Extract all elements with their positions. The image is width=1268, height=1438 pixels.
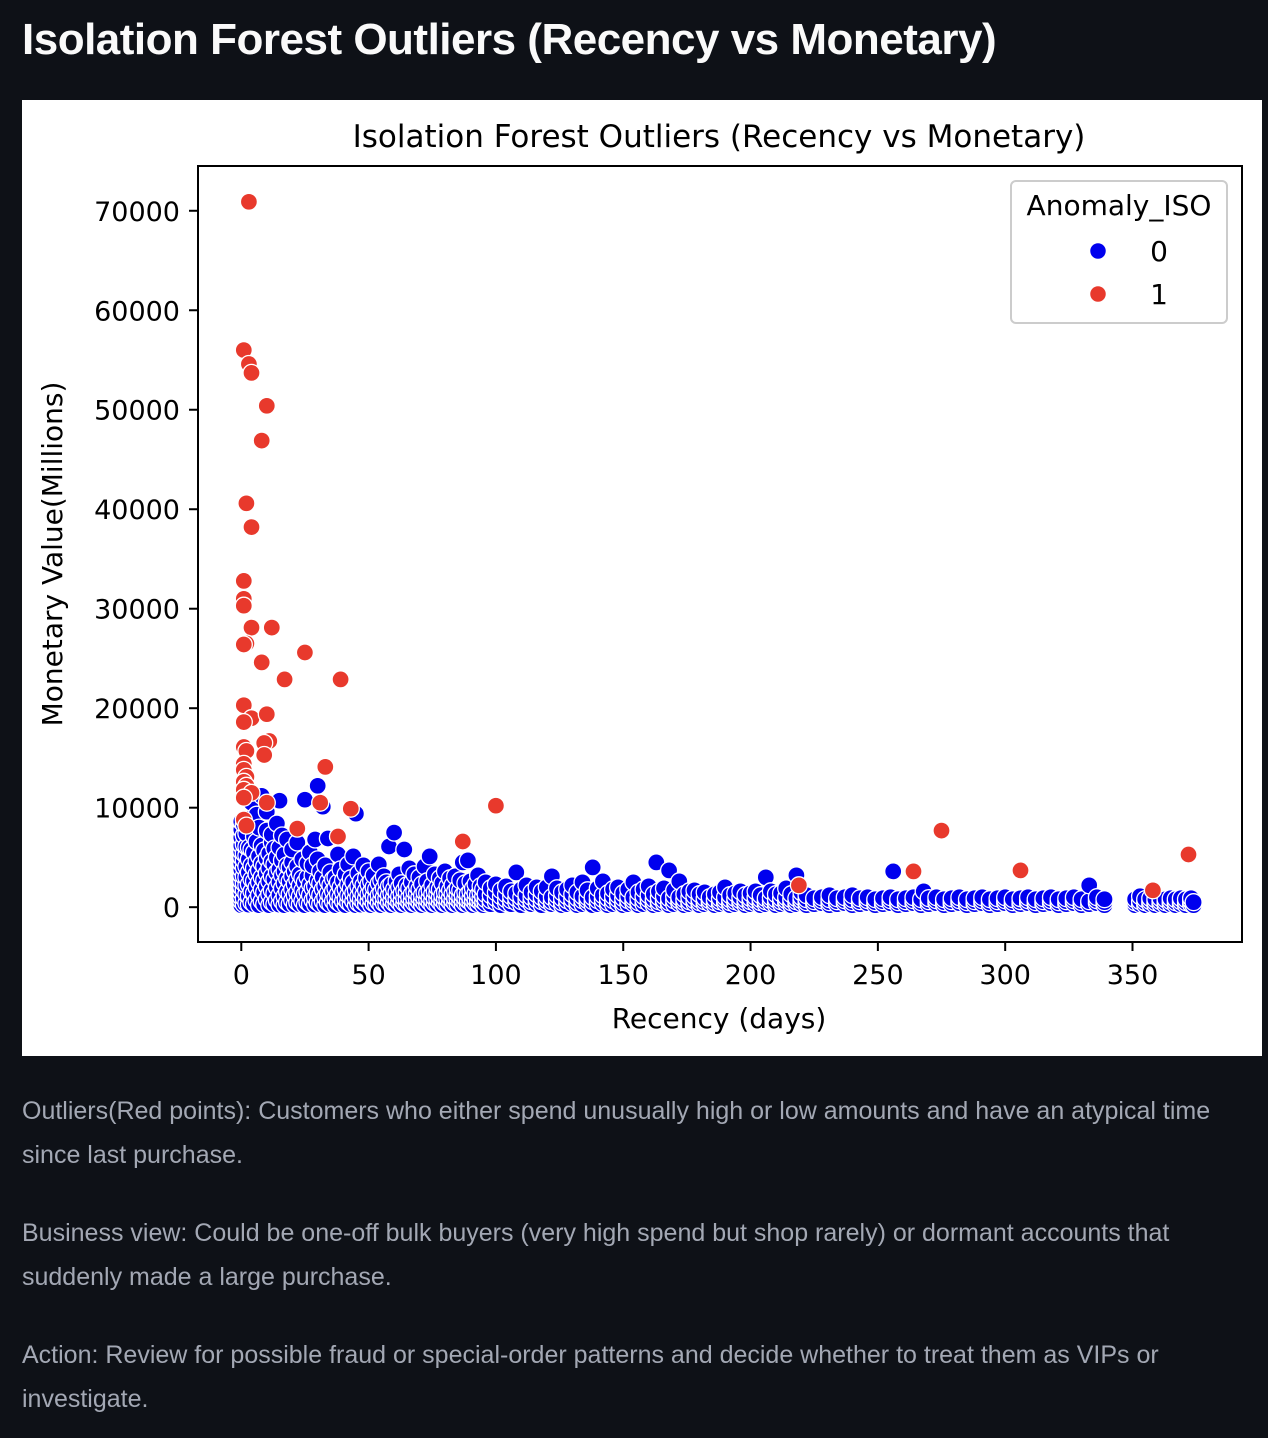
data-point-normal bbox=[1095, 890, 1114, 909]
data-point-anomaly bbox=[234, 571, 253, 591]
data-point-anomaly bbox=[234, 712, 253, 732]
x-tick-label: 50 bbox=[351, 960, 385, 991]
legend-marker-anomaly bbox=[1088, 284, 1108, 304]
y-tick-label: 20000 bbox=[94, 694, 180, 725]
data-point-anomaly bbox=[257, 396, 276, 415]
x-tick-label: 100 bbox=[470, 960, 522, 991]
data-point-normal bbox=[308, 776, 327, 795]
series-anomaly bbox=[234, 192, 1198, 900]
data-point-anomaly bbox=[1143, 881, 1163, 900]
x-tick-label: 150 bbox=[597, 960, 649, 991]
y-tick-label: 70000 bbox=[94, 197, 180, 228]
legend-label-anomaly: 1 bbox=[1150, 278, 1168, 311]
data-point-anomaly bbox=[288, 819, 307, 838]
legend-marker-normal bbox=[1088, 241, 1108, 261]
legend-label-normal: 0 bbox=[1150, 235, 1168, 268]
data-point-normal bbox=[295, 790, 315, 809]
data-point-anomaly bbox=[295, 643, 315, 662]
legend-box bbox=[1010, 180, 1228, 324]
data-point-anomaly bbox=[234, 596, 253, 615]
y-tick-label: 40000 bbox=[94, 495, 180, 526]
y-axis-label: Monetary Value(Millions) bbox=[36, 382, 69, 727]
data-point-anomaly bbox=[789, 876, 809, 895]
data-point-anomaly bbox=[1011, 861, 1030, 880]
data-point-anomaly bbox=[242, 517, 261, 537]
y-tick-label: 50000 bbox=[94, 396, 180, 427]
series-normal bbox=[232, 776, 1203, 915]
data-point-anomaly bbox=[234, 788, 253, 807]
data-point-normal bbox=[420, 847, 439, 866]
data-point-anomaly bbox=[331, 670, 350, 689]
data-point-anomaly bbox=[311, 793, 330, 812]
x-tick-label: 200 bbox=[725, 960, 777, 991]
x-tick-label: 250 bbox=[852, 960, 904, 991]
legend: Anomaly_ISO 0 1 bbox=[1010, 180, 1228, 324]
chart-figure: Isolation Forest Outliers (Recency vs Mo… bbox=[22, 100, 1262, 1056]
data-point-anomaly bbox=[328, 827, 348, 846]
data-point-normal bbox=[507, 863, 526, 882]
data-point-normal bbox=[395, 840, 414, 859]
data-point-anomaly bbox=[234, 635, 253, 654]
data-point-anomaly bbox=[904, 862, 923, 881]
data-point-normal bbox=[583, 858, 602, 877]
data-point-anomaly bbox=[237, 816, 256, 835]
y-tick-label: 30000 bbox=[94, 595, 180, 626]
x-tick-label: 0 bbox=[233, 960, 250, 991]
caption-action: Action: Review for possible fraud or spe… bbox=[22, 1341, 1159, 1413]
data-point-anomaly bbox=[257, 793, 276, 812]
data-point-anomaly bbox=[239, 192, 259, 211]
page-title: Isolation Forest Outliers (Recency vs Mo… bbox=[22, 15, 997, 64]
legend-title: Anomaly_ISO bbox=[1027, 189, 1212, 222]
caption-business-view: Business view: Could be one-off bulk buy… bbox=[22, 1219, 1170, 1291]
data-point-anomaly bbox=[242, 618, 261, 637]
data-point-normal bbox=[458, 851, 478, 870]
data-point-anomaly bbox=[275, 670, 294, 689]
y-tick-label: 60000 bbox=[94, 296, 180, 327]
scatter-chart: Isolation Forest Outliers (Recency vs Mo… bbox=[36, 119, 1243, 1035]
data-point-anomaly bbox=[255, 745, 274, 765]
x-tick-label: 350 bbox=[1107, 960, 1159, 991]
data-point-normal bbox=[884, 862, 903, 881]
data-point-anomaly bbox=[237, 494, 256, 513]
data-point-anomaly bbox=[252, 653, 271, 672]
data-point-normal bbox=[384, 823, 404, 842]
data-point-anomaly bbox=[341, 799, 360, 818]
data-point-anomaly bbox=[242, 363, 261, 383]
data-point-anomaly bbox=[252, 431, 271, 450]
data-point-anomaly bbox=[486, 796, 506, 815]
plot-area-frame bbox=[197, 165, 1243, 943]
data-point-anomaly bbox=[257, 705, 276, 724]
caption-outliers: Outliers(Red points): Customers who eith… bbox=[22, 1097, 1211, 1169]
y-tick-label: 0 bbox=[163, 893, 180, 924]
x-tick-label: 300 bbox=[979, 960, 1031, 991]
data-point-anomaly bbox=[453, 832, 472, 851]
data-point-anomaly bbox=[1179, 845, 1198, 864]
chart-title: Isolation Forest Outliers (Recency vs Mo… bbox=[353, 119, 1086, 155]
data-point-normal bbox=[1184, 893, 1203, 912]
x-axis-label: Recency (days) bbox=[612, 1002, 827, 1035]
y-tick-label: 10000 bbox=[94, 794, 180, 825]
data-point-anomaly bbox=[932, 821, 951, 840]
data-point-anomaly bbox=[316, 757, 335, 777]
data-point-anomaly bbox=[262, 618, 281, 637]
